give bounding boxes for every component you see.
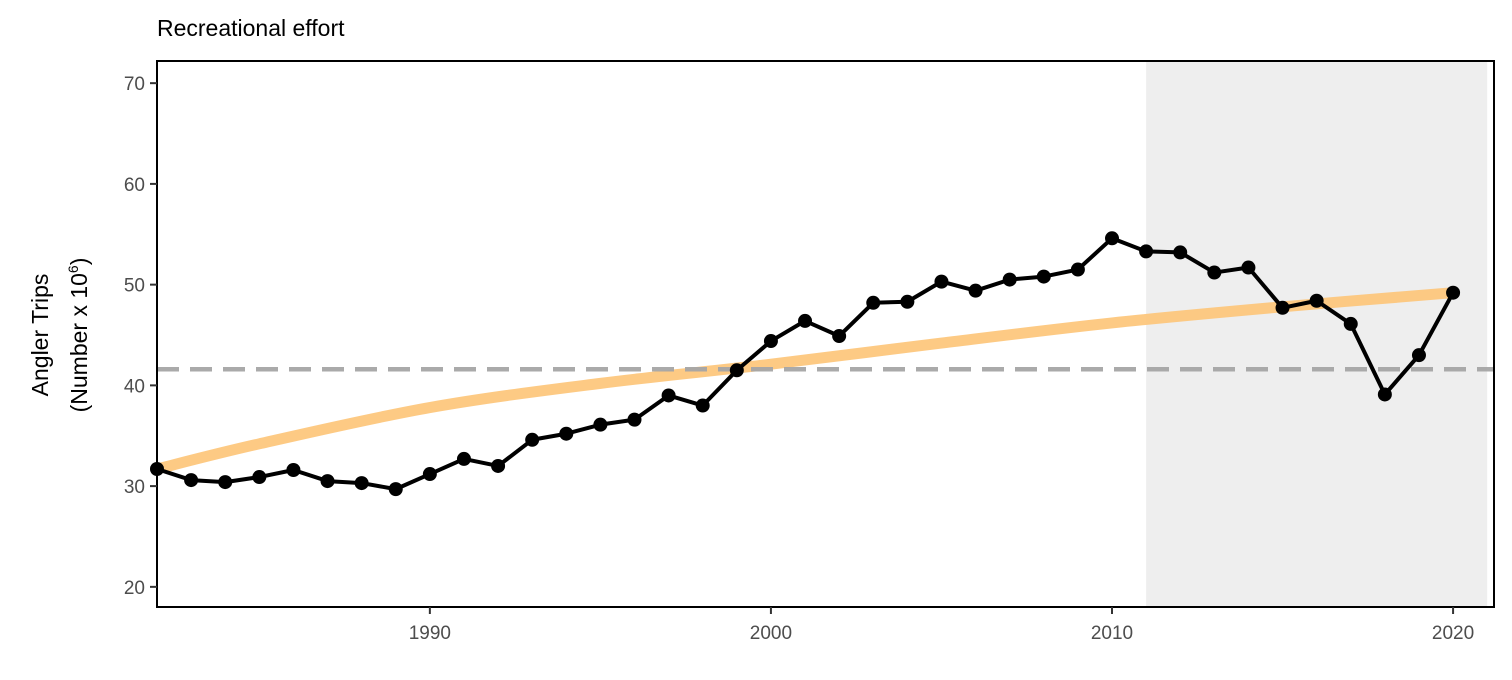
data-point <box>627 412 642 427</box>
x-tick-label: 1990 <box>409 623 451 644</box>
data-point <box>1139 244 1154 259</box>
data-point <box>593 417 608 432</box>
data-point <box>286 462 301 477</box>
data-point <box>832 329 847 344</box>
data-point <box>968 283 983 298</box>
data-point <box>934 274 949 289</box>
plot-area <box>150 60 1495 608</box>
data-point <box>1377 387 1392 402</box>
data-point <box>1275 300 1290 315</box>
panel-border <box>156 60 1495 608</box>
data-point <box>866 295 881 310</box>
data-point <box>1309 293 1324 308</box>
x-tick-label: 2020 <box>1432 623 1474 644</box>
chart-title: Recreational effort <box>157 15 345 41</box>
trend-line <box>155 287 1454 475</box>
y-axis: 20 30 40 50 60 70 <box>124 74 157 599</box>
data-point <box>252 470 267 485</box>
y-tick-label: 60 <box>124 175 145 196</box>
y-tick-label: 20 <box>124 578 145 599</box>
data-point <box>798 313 813 328</box>
y-tick-label: 30 <box>124 477 145 498</box>
data-point <box>661 388 676 403</box>
data-point <box>1002 272 1017 287</box>
shaded-region <box>1146 61 1488 607</box>
x-axis: 1990 2000 2010 2020 <box>409 607 1474 644</box>
data-point <box>422 467 437 482</box>
data-point <box>491 458 506 473</box>
data-point <box>1446 285 1461 300</box>
data-point <box>1173 245 1188 260</box>
data-point <box>1036 269 1051 284</box>
data-point <box>1343 316 1358 331</box>
data-point <box>218 475 233 490</box>
data-point <box>320 474 335 489</box>
x-tick-label: 2000 <box>750 623 792 644</box>
data-point <box>763 334 778 349</box>
data-point <box>729 363 744 378</box>
data-point <box>1241 260 1256 275</box>
data-point <box>388 482 403 497</box>
data-point <box>559 426 574 441</box>
data-point <box>1070 262 1085 277</box>
data-point <box>1411 348 1426 363</box>
data-point <box>184 473 199 488</box>
x-tick-label: 2010 <box>1091 623 1133 644</box>
data-point <box>695 398 710 413</box>
data-point <box>1105 231 1119 246</box>
y-tick-label: 70 <box>124 74 145 95</box>
data-point <box>456 451 471 466</box>
data-point <box>1207 265 1222 280</box>
y-axis-subtitle: (Number x 106) <box>65 258 92 413</box>
y-axis-subtitle-close: ) <box>66 258 92 266</box>
y-axis-title: Angler Trips <box>27 274 53 397</box>
y-tick-label: 40 <box>124 376 145 397</box>
y-axis-subtitle-main: (Number x 10 <box>66 273 92 412</box>
y-tick-label: 50 <box>124 276 145 297</box>
data-point <box>900 294 915 309</box>
data-point <box>354 476 369 491</box>
data-point <box>525 432 540 447</box>
y-axis-subtitle-exponent: 6 <box>65 265 81 273</box>
